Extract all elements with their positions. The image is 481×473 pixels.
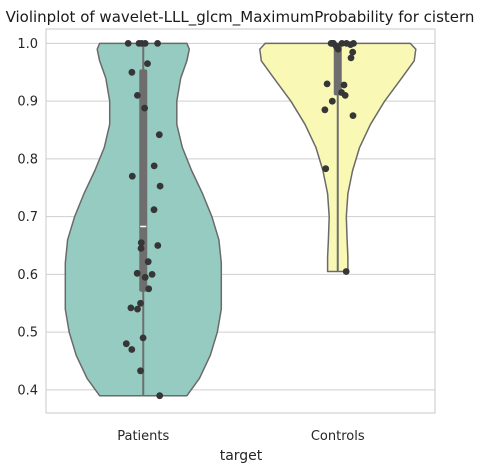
x-axis-label: target	[220, 448, 263, 464]
data-point	[137, 367, 144, 375]
data-point	[338, 40, 346, 47]
data-point	[134, 92, 141, 99]
y-tick-labels: 0.4 0.5 0.6 0.7 0.8 0.9 1.0	[17, 37, 38, 398]
chart-title: Violinplot of wavelet-LLL_glcm_MaximumPr…	[6, 8, 475, 27]
y-tick-label: 0.8	[17, 152, 38, 167]
data-point	[340, 81, 348, 89]
data-points	[122, 40, 357, 400]
data-point	[342, 268, 350, 275]
data-point	[154, 242, 162, 249]
data-point	[156, 392, 164, 400]
y-tick-label: 0.4	[17, 383, 38, 398]
data-point	[321, 106, 329, 114]
data-point	[127, 304, 135, 312]
data-point	[323, 80, 331, 88]
data-point	[150, 162, 158, 170]
data-point	[334, 45, 342, 53]
data-point	[128, 68, 136, 76]
data-point	[144, 60, 151, 67]
data-point	[347, 54, 355, 62]
data-point	[148, 271, 156, 278]
data-point	[133, 269, 141, 277]
data-point	[328, 97, 336, 105]
data-point	[155, 131, 163, 139]
data-point	[349, 48, 357, 56]
data-point	[137, 239, 145, 247]
data-point	[128, 172, 136, 180]
y-tick-label: 1.0	[17, 37, 38, 52]
data-point	[139, 334, 147, 342]
data-point	[347, 41, 354, 48]
data-point	[144, 258, 152, 266]
data-point	[322, 165, 330, 173]
y-tick-label: 0.9	[17, 95, 38, 110]
data-point	[137, 245, 145, 252]
data-point	[122, 340, 130, 348]
data-point	[138, 40, 146, 47]
data-point	[341, 92, 349, 99]
y-tick-label: 0.7	[17, 210, 38, 225]
data-point	[128, 346, 136, 353]
data-point	[145, 285, 153, 293]
data-point	[349, 112, 357, 119]
data-point	[137, 299, 144, 307]
y-tick-label: 0.6	[17, 268, 38, 283]
data-point	[154, 40, 162, 47]
y-tick-label: 0.5	[17, 326, 38, 341]
iqr-box	[333, 43, 342, 96]
x-tick-labels: Patients Controls	[117, 429, 365, 444]
data-point	[150, 206, 158, 214]
data-point	[141, 104, 149, 112]
data-point	[134, 305, 141, 313]
iqr-box	[139, 69, 148, 292]
plot-frame	[45, 28, 436, 414]
violins	[64, 42, 417, 397]
data-point	[156, 182, 164, 190]
data-point	[124, 40, 132, 47]
x-tick-label: Patients	[117, 429, 169, 444]
x-tick-label: Controls	[311, 429, 365, 444]
data-point	[141, 273, 149, 281]
